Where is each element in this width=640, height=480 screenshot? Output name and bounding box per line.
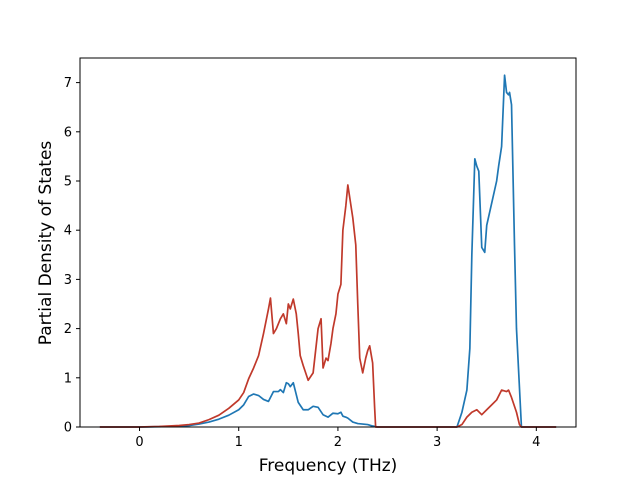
plot-frame bbox=[79, 57, 577, 428]
series-line-2 bbox=[99, 184, 557, 428]
series-layer bbox=[99, 74, 557, 428]
y-tick-label: 3 bbox=[64, 273, 72, 288]
x-tick-label: 1 bbox=[235, 435, 243, 450]
series-line-1 bbox=[99, 74, 557, 428]
x-tick-label: 0 bbox=[135, 435, 143, 450]
y-tick-label: 2 bbox=[64, 322, 72, 337]
y-axis-label: Partial Density of States bbox=[36, 141, 56, 346]
x-tick-label: 2 bbox=[334, 435, 342, 450]
y-tick-label: 6 bbox=[64, 125, 72, 140]
y-tick-label: 7 bbox=[64, 76, 72, 91]
ticks-layer: 0 1 2 3 4 0 1 2 3 4 5 6 7 bbox=[64, 76, 541, 450]
x-tick-label: 4 bbox=[532, 435, 540, 450]
y-tick-label: 4 bbox=[64, 224, 72, 239]
y-tick-label: 0 bbox=[64, 421, 72, 436]
x-axis-label: Frequency (THz) bbox=[259, 456, 398, 476]
y-tick-label: 1 bbox=[64, 371, 72, 386]
x-tick-label: 3 bbox=[433, 435, 441, 450]
y-tick-label: 5 bbox=[64, 175, 72, 190]
